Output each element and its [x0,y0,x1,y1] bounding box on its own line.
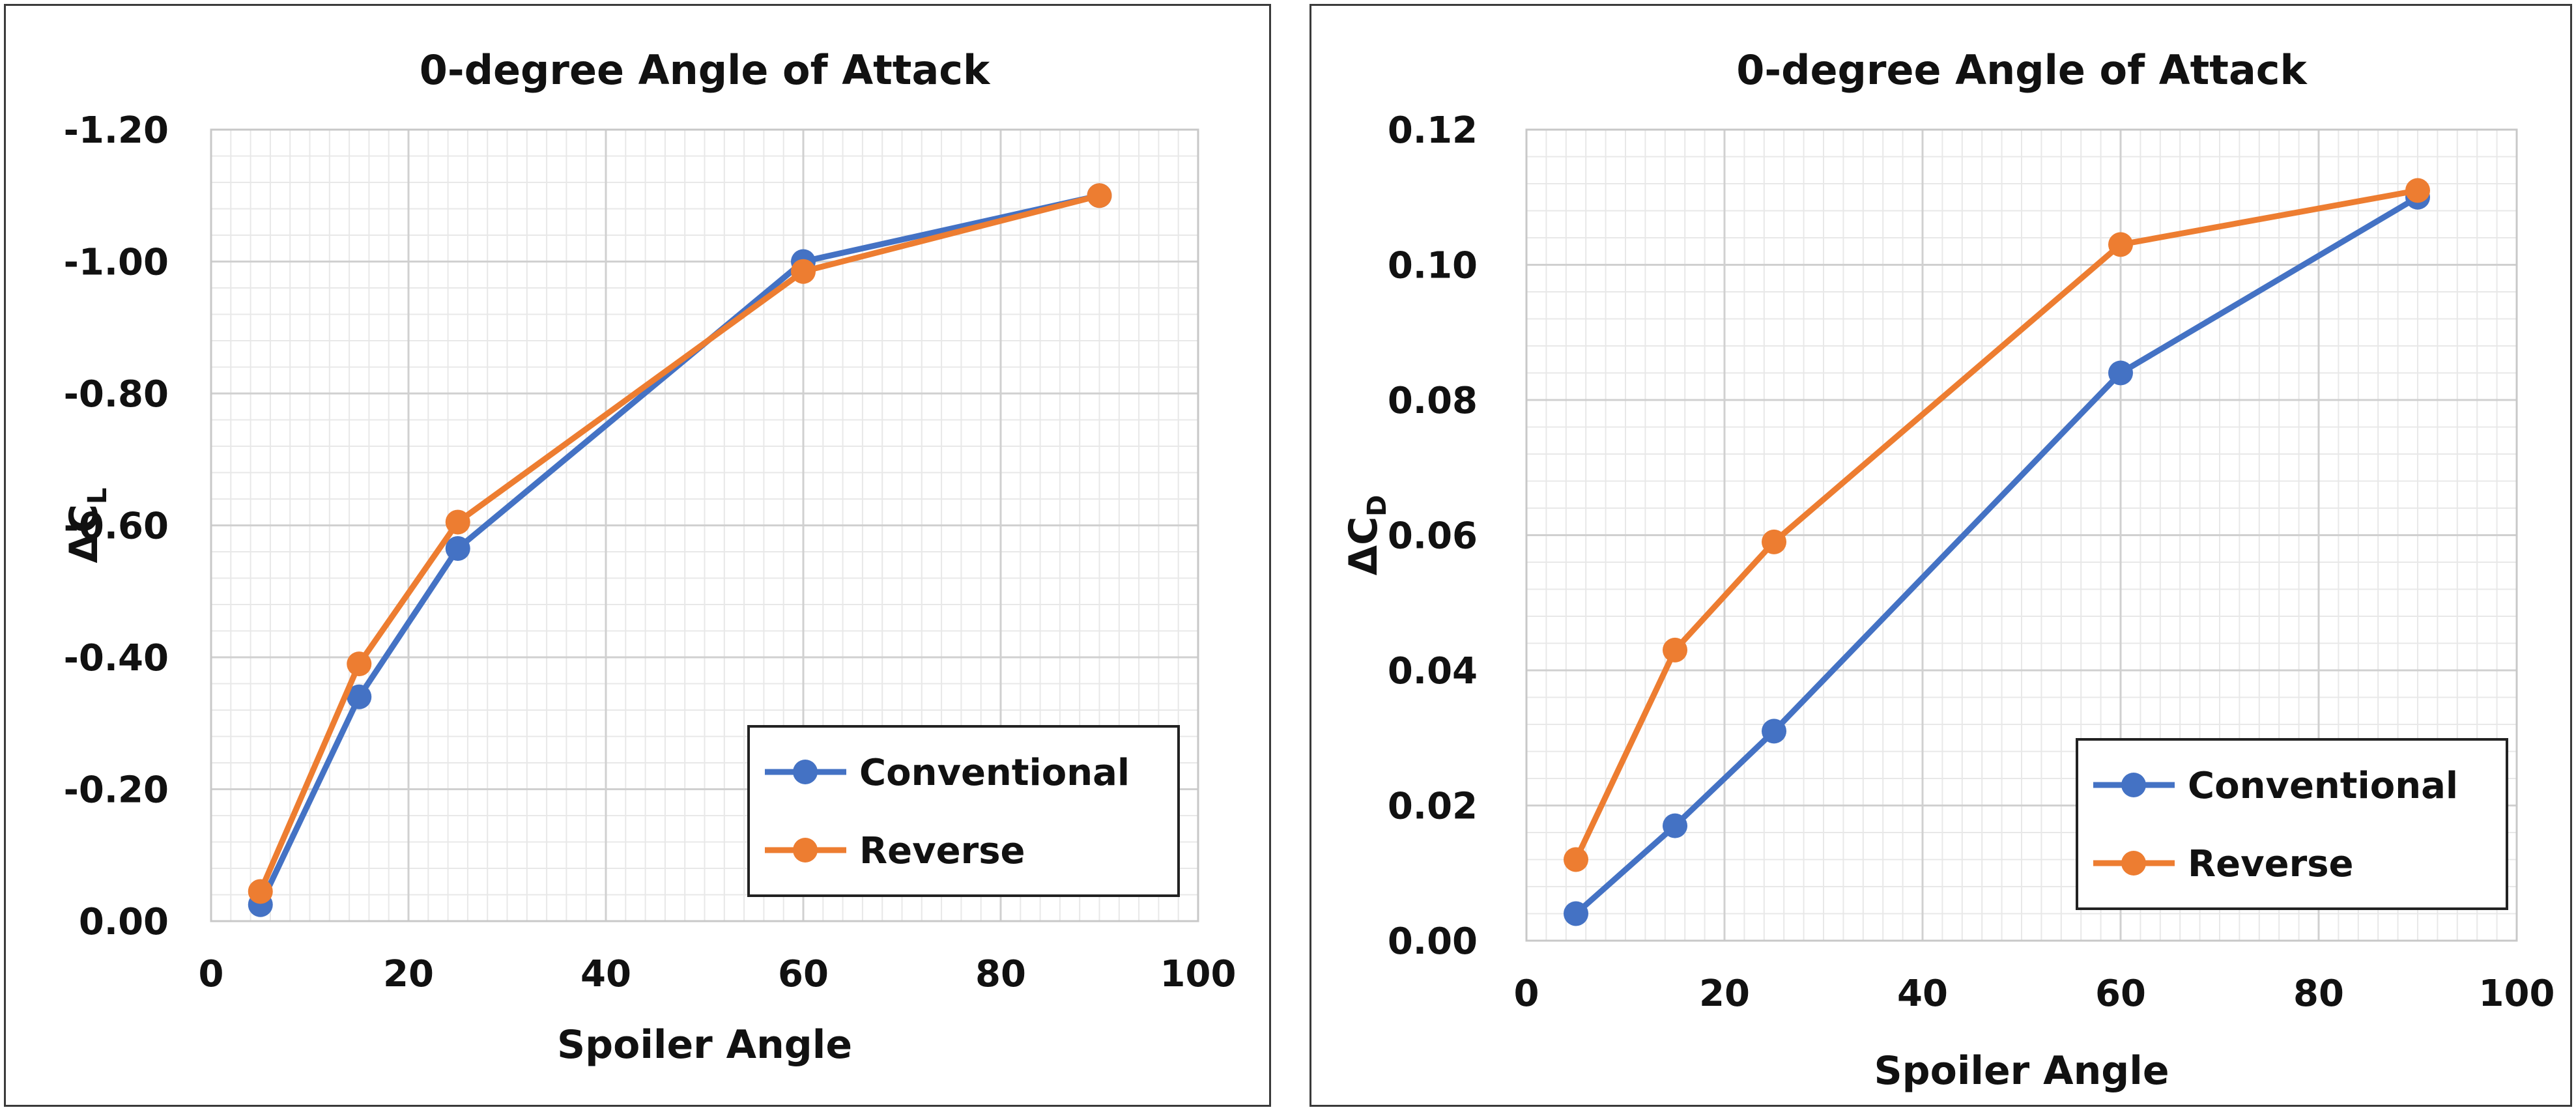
data-point-reverse [1087,183,1112,208]
y-axis-label: ΔCD [1341,495,1392,576]
x-tick-label: 100 [1160,953,1237,995]
y-tick-label: 0.02 [1388,786,1478,828]
y-tick-label: -0.60 [64,506,169,548]
x-tick-label: 60 [2095,973,2146,1015]
x-tick-label: 0 [1514,973,1539,1015]
chart-title: 0-degree Angle of Attack [1736,46,2308,94]
x-tick-label: 20 [383,953,434,995]
x-tick-label: 100 [2479,973,2555,1015]
y-tick-label: 0.04 [1388,650,1478,692]
x-axis-label: Spoiler Angle [1874,1048,2169,1094]
x-tick-label: 60 [778,953,829,995]
y-tick-label: -1.20 [64,109,169,152]
legend-label-conventional: Conventional [2188,765,2458,807]
data-point-conventional [2108,360,2133,386]
y-tick-label: -0.80 [64,373,169,416]
plot-area-border [1525,128,2518,942]
data-point-conventional [1663,813,1687,838]
y-tick-label: 0.08 [1388,380,1478,422]
data-point-conventional [1762,719,1786,744]
legend-label-reverse: Reverse [2188,843,2354,885]
x-tick-label: 40 [580,953,631,995]
legend: Conventional Reverse [747,725,1180,897]
data-point-reverse [445,509,470,535]
data-point-reverse [1564,847,1588,872]
y-tick-label: 0.00 [1388,920,1478,963]
cl-chart: 0 20 40 60 80 100 0.00 -0.20 -0.40 -0.60 -0.80 -1.0… [61,46,1237,1068]
y-tick-label: -0.20 [64,769,169,812]
data-point-conventional [1564,901,1588,926]
legend-marker-conventional [2121,773,2146,797]
data-point-reverse [791,259,816,284]
data-point-reverse [248,879,273,904]
legend-marker-reverse [793,838,818,863]
y-axis-label-main: ΔC [1341,517,1386,575]
data-point-conventional [347,684,372,709]
y-axis-label: ΔCL [61,488,113,563]
right-chart-panel: 0 20 40 60 80 100 0.00 0.02 0.04 0.06 0.08 0.10 0.12… [1309,4,2572,1107]
plot-area-border [210,128,1199,922]
y-tick-label: -1.00 [64,242,169,284]
x-axis-label: Spoiler Angle [557,1022,852,1068]
x-tick-label: 0 [199,953,224,995]
x-tick-label: 40 [1897,973,1948,1015]
chart-title: 0-degree Angle of Attack [420,46,991,94]
legend-label-conventional: Conventional [859,752,1130,794]
y-tick-label: -0.40 [64,637,169,679]
x-tick-label: 20 [1699,973,1750,1015]
legend-box [2076,738,2508,910]
y-tick-label: 0.06 [1388,515,1478,558]
y-tick-label: 0.10 [1388,245,1478,287]
data-point-reverse [347,651,372,677]
data-point-reverse [1663,637,1687,663]
legend-marker-conventional [793,760,818,784]
data-point-reverse [2405,178,2430,203]
y-tick-label: 0.00 [79,901,169,943]
y-axis-label-main: ΔC [61,504,107,563]
legend-box [747,725,1180,897]
y-axis-label-subscript: D [1362,495,1392,517]
data-point-reverse [2108,232,2133,257]
left-chart-panel: 0 20 40 60 80 100 0.00 -0.20 -0.40 -0.60 -0.80 -1.0… [4,4,1271,1107]
legend: Conventional Reverse [2076,738,2508,910]
series-reverse [1564,178,2430,872]
y-tick-label: 0.12 [1388,109,1478,152]
series-reverse [248,183,1112,904]
cd-chart: 0 20 40 60 80 100 0.00 0.02 0.04 0.06 0.08 0.10 0.12… [1341,46,2555,1094]
y-axis-label-subscript: L [83,488,113,505]
data-point-reverse [1762,529,1786,554]
legend-marker-reverse [2121,851,2146,876]
data-point-conventional [445,535,470,561]
legend-label-reverse: Reverse [859,830,1025,872]
x-tick-label: 80 [2293,973,2344,1015]
x-tick-label: 80 [975,953,1026,995]
